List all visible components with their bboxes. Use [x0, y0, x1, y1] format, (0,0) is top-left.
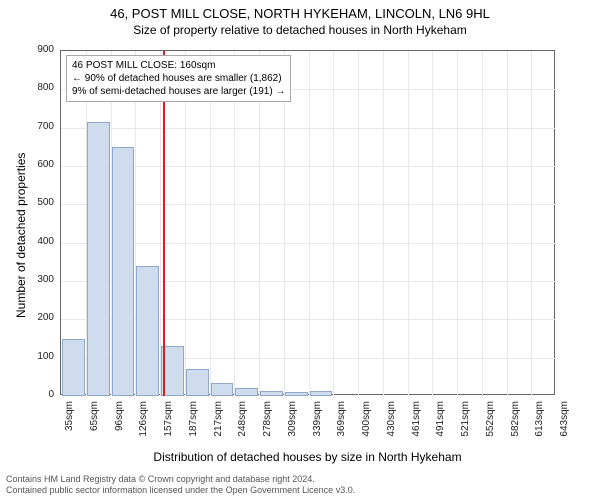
histogram-bar — [310, 391, 333, 396]
gridline — [383, 51, 384, 396]
y-tick-label: 200 — [24, 312, 54, 323]
x-tick-label: 187sqm — [188, 401, 199, 449]
annotation-line: 46 POST MILL CLOSE: 160sqm — [72, 59, 285, 72]
x-tick-label: 248sqm — [237, 401, 248, 449]
property-size-marker — [163, 51, 165, 396]
histogram-bar — [136, 266, 159, 396]
gridline — [234, 51, 235, 396]
histogram-bar — [285, 392, 308, 396]
x-tick-label: 613sqm — [534, 401, 545, 449]
gridline — [531, 51, 532, 396]
gridline — [457, 51, 458, 396]
x-tick-label: 461sqm — [411, 401, 422, 449]
x-axis-label: Distribution of detached houses by size … — [60, 450, 555, 464]
histogram-bar — [260, 391, 283, 396]
x-tick-label: 552sqm — [485, 401, 496, 449]
x-tick-label: 430sqm — [386, 401, 397, 449]
y-tick-label: 400 — [24, 236, 54, 247]
gridline — [309, 51, 310, 396]
y-tick-label: 900 — [24, 44, 54, 55]
gridline — [432, 51, 433, 396]
histogram-bar — [87, 122, 110, 396]
gridline — [482, 51, 483, 396]
gridline — [185, 51, 186, 396]
x-tick-label: 96sqm — [114, 401, 125, 449]
x-tick-label: 582sqm — [510, 401, 521, 449]
x-tick-label: 309sqm — [287, 401, 298, 449]
y-tick-label: 0 — [24, 389, 54, 400]
x-tick-label: 643sqm — [559, 401, 570, 449]
x-tick-label: 65sqm — [89, 401, 100, 449]
gridline — [358, 51, 359, 396]
gridline — [284, 51, 285, 396]
histogram-bar — [235, 388, 258, 396]
gridline — [160, 51, 161, 396]
y-tick-label: 600 — [24, 159, 54, 170]
gridline — [333, 51, 334, 396]
gridline — [259, 51, 260, 396]
x-tick-label: 157sqm — [163, 401, 174, 449]
histogram-bar — [62, 339, 85, 397]
y-tick-label: 700 — [24, 121, 54, 132]
x-tick-label: 369sqm — [336, 401, 347, 449]
histogram-chart: 46 POST MILL CLOSE: 160sqm← 90% of detac… — [60, 50, 555, 395]
annotation-line: 9% of semi-detached houses are larger (1… — [72, 85, 285, 98]
histogram-bar — [186, 369, 209, 396]
x-tick-label: 35sqm — [64, 401, 75, 449]
x-tick-label: 400sqm — [361, 401, 372, 449]
page-subtitle: Size of property relative to detached ho… — [0, 21, 600, 37]
gridline — [507, 51, 508, 396]
annotation-line: ← 90% of detached houses are smaller (1,… — [72, 72, 285, 85]
x-tick-label: 217sqm — [213, 401, 224, 449]
histogram-bar — [211, 383, 234, 396]
footer-attribution: Contains HM Land Registry data © Crown c… — [6, 474, 355, 497]
y-tick-label: 100 — [24, 351, 54, 362]
y-tick-label: 800 — [24, 82, 54, 93]
histogram-bar — [112, 147, 135, 396]
footer-line: Contains HM Land Registry data © Crown c… — [6, 474, 355, 485]
page-title: 46, POST MILL CLOSE, NORTH HYKEHAM, LINC… — [0, 0, 600, 21]
x-tick-label: 126sqm — [138, 401, 149, 449]
x-tick-label: 278sqm — [262, 401, 273, 449]
y-tick-label: 300 — [24, 274, 54, 285]
x-tick-label: 339sqm — [312, 401, 323, 449]
x-tick-label: 521sqm — [460, 401, 471, 449]
x-tick-label: 491sqm — [435, 401, 446, 449]
gridline — [210, 51, 211, 396]
annotation-box: 46 POST MILL CLOSE: 160sqm← 90% of detac… — [66, 55, 291, 102]
y-tick-label: 500 — [24, 197, 54, 208]
footer-line: Contained public sector information lice… — [6, 485, 355, 496]
gridline — [408, 51, 409, 396]
